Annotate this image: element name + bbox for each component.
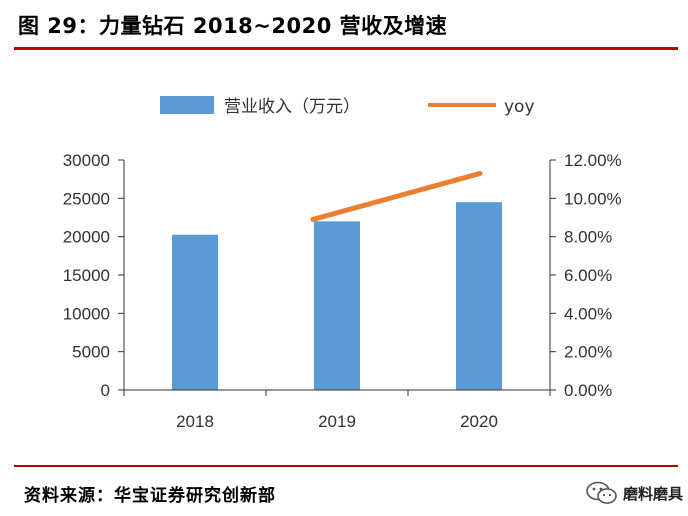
x-tick-label: 2018	[176, 412, 214, 431]
legend-label-revenue: 营业收入（万元）	[224, 97, 360, 117]
y-tick-label-right: 8.00%	[564, 228, 612, 247]
bar-2018	[172, 234, 218, 390]
y-tick-label-left: 10000	[63, 304, 110, 323]
bar-2020	[456, 202, 502, 390]
y-tick-label-right: 10.00%	[564, 189, 622, 208]
wechat-icon	[585, 481, 619, 505]
y-tick-label-right: 0.00%	[564, 381, 612, 400]
yoy-line	[310, 170, 483, 222]
title-rule	[14, 47, 678, 50]
y-tick-label-left: 5000	[72, 343, 110, 362]
y-tick-label-right: 4.00%	[564, 304, 612, 323]
y-tick-label-left: 25000	[63, 189, 110, 208]
y-tick-label-right: 6.00%	[564, 266, 612, 285]
y-tick-label-left: 20000	[63, 228, 110, 247]
x-tick-label: 2020	[460, 412, 498, 431]
y-tick-label-left: 30000	[63, 151, 110, 170]
source-rule	[14, 465, 678, 467]
legend-swatch-revenue	[160, 96, 214, 114]
y-tick-label-right: 2.00%	[564, 343, 612, 362]
source-note: 资料来源：华宝证券研究创新部	[24, 486, 276, 506]
legend-label-yoy: yoy	[504, 97, 535, 117]
y-tick-label-right: 12.00%	[564, 151, 622, 170]
x-tick-label: 2019	[318, 412, 356, 431]
bar-2019	[314, 221, 360, 390]
figure-title: 图 29：力量钻石 2018~2020 营收及增速	[18, 14, 448, 38]
watermark-text: 磨料磨具	[623, 484, 684, 503]
y-tick-label-left: 0	[101, 381, 110, 400]
revenue-chart: 营业收入（万元） yoy 0 5000 10000 15000 20000 25000 3000…	[63, 96, 622, 431]
watermark: 磨料磨具	[585, 481, 683, 505]
y-tick-label-left: 15000	[63, 266, 110, 285]
